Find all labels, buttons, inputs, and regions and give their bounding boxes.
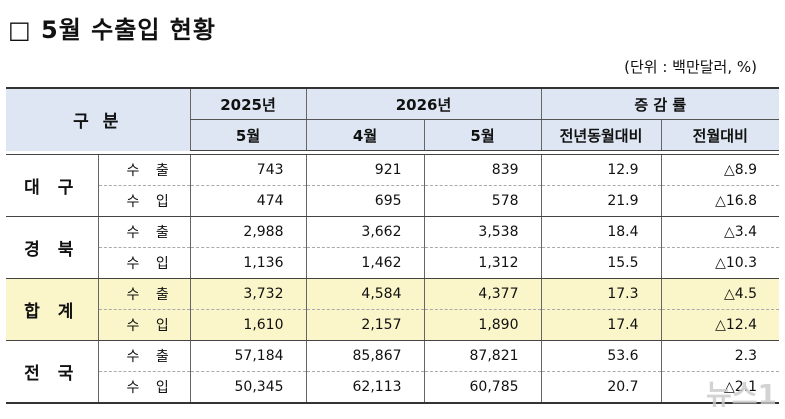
news1-watermark: 뉴스1 (705, 378, 777, 411)
header-may-2026: 5월 (423, 119, 542, 151)
cell-yoy: 12.9 (540, 154, 662, 186)
cell-mom: △16.8 (660, 185, 780, 217)
cell-yoy: 18.4 (540, 216, 662, 248)
header-year-2026: 2026년 (305, 87, 542, 120)
cell-may2026: 1,890 (423, 309, 542, 341)
row-kind: 수 입 (97, 247, 191, 279)
unit-note: (단위 : 백만달러, %) (624, 58, 757, 76)
row-kind: 수 출 (97, 278, 191, 310)
row-kind: 수 입 (97, 185, 191, 217)
cell-may2025: 1,136 (189, 247, 307, 279)
cell-may2026: 578 (423, 185, 542, 217)
cell-mom: △10.3 (660, 247, 780, 279)
cell-yoy: 17.3 (540, 278, 662, 310)
header-apr-2026: 4월 (305, 119, 425, 151)
cell-may2026: 4,377 (423, 278, 542, 310)
cell-yoy: 53.6 (540, 340, 662, 372)
region-total: 합 계 (6, 278, 98, 341)
row-kind: 수 입 (97, 371, 191, 404)
cell-apr2026: 921 (305, 154, 425, 186)
header-yoy: 전년동월대비 (540, 119, 662, 151)
cell-may2025: 57,184 (189, 340, 307, 372)
cell-mom: △8.9 (660, 154, 780, 186)
row-kind: 수 출 (97, 216, 191, 248)
cell-may2026: 87,821 (423, 340, 542, 372)
cell-yoy: 15.5 (540, 247, 662, 279)
cell-may2026: 1,312 (423, 247, 542, 279)
trade-table: 구 분 2025년 2026년 증 감 률 5월 4월 5월 전년동월대비 전월… (6, 87, 780, 404)
cell-apr2026: 3,662 (305, 216, 425, 248)
cell-mom: 2.3 (660, 340, 780, 372)
cell-may2025: 474 (189, 185, 307, 217)
cell-mom: △4.5 (660, 278, 780, 310)
cell-may2025: 743 (189, 154, 307, 186)
region-daegu: 대 구 (6, 154, 98, 217)
header-category: 구 분 (6, 87, 191, 151)
header-year-2025: 2025년 (189, 87, 307, 120)
row-kind: 수 출 (97, 340, 191, 372)
region-national: 전 국 (6, 340, 98, 404)
cell-may2025: 1,610 (189, 309, 307, 341)
row-kind: 수 출 (97, 154, 191, 186)
cell-apr2026: 2,157 (305, 309, 425, 341)
region-gyeongbuk: 경 북 (6, 216, 98, 279)
cell-mom: △3.4 (660, 216, 780, 248)
cell-may2026: 839 (423, 154, 542, 186)
row-kind: 수 입 (97, 309, 191, 341)
cell-apr2026: 62,113 (305, 371, 425, 404)
cell-may2026: 60,785 (423, 371, 542, 404)
header-may-2025: 5월 (189, 119, 307, 151)
header-rate: 증 감 률 (540, 87, 780, 120)
cell-may2025: 50,345 (189, 371, 307, 404)
cell-may2026: 3,538 (423, 216, 542, 248)
cell-yoy: 21.9 (540, 185, 662, 217)
cell-yoy: 20.7 (540, 371, 662, 404)
cell-apr2026: 4,584 (305, 278, 425, 310)
cell-yoy: 17.4 (540, 309, 662, 341)
cell-may2025: 2,988 (189, 216, 307, 248)
cell-may2025: 3,732 (189, 278, 307, 310)
cell-mom: △12.4 (660, 309, 780, 341)
cell-apr2026: 1,462 (305, 247, 425, 279)
page-title: □ 5월 수출입 현황 (8, 16, 216, 44)
cell-apr2026: 695 (305, 185, 425, 217)
cell-apr2026: 85,867 (305, 340, 425, 372)
header-mom: 전월대비 (660, 119, 780, 151)
cell-mom: △2.1 (660, 371, 780, 404)
